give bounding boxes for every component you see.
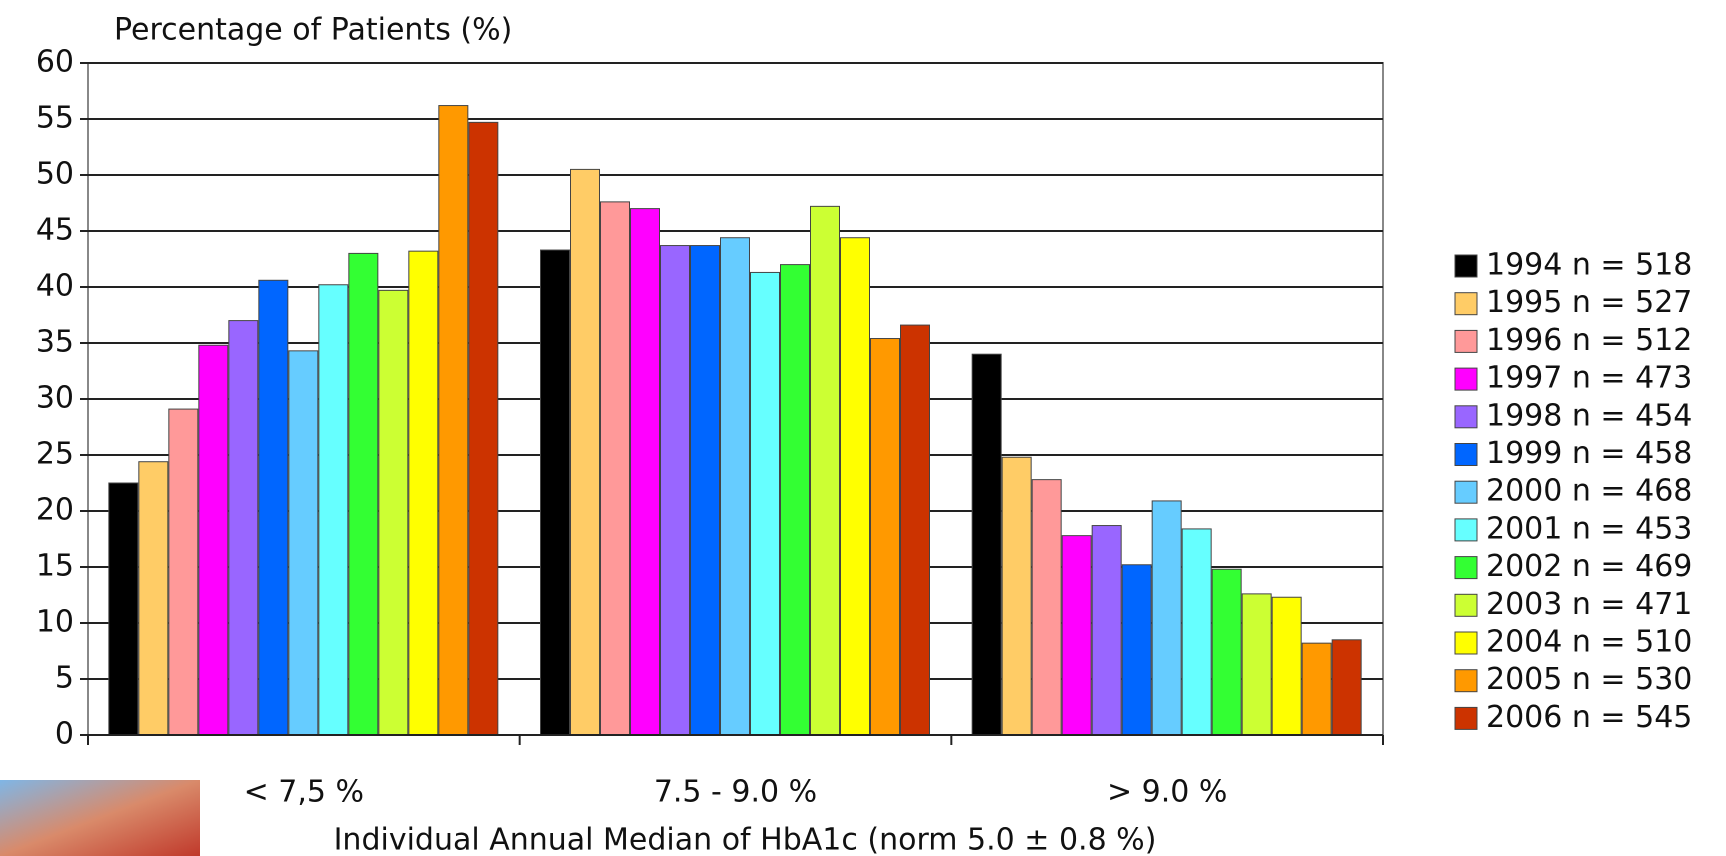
legend-swatch: [1455, 594, 1477, 616]
legend-label: 2001 n = 453: [1486, 511, 1692, 546]
bar: [349, 253, 378, 735]
y-tick-label: 20: [36, 493, 74, 528]
legend-label: 2000 n = 468: [1486, 474, 1692, 509]
bar: [811, 206, 840, 735]
y-tick-label: 35: [36, 325, 74, 360]
y-tick-label: 5: [55, 661, 74, 696]
logo-image: [0, 780, 200, 856]
bar: [1062, 536, 1091, 735]
legend-swatch: [1455, 557, 1477, 579]
legend-swatch: [1455, 481, 1477, 503]
legend-swatch: [1455, 406, 1477, 428]
legend-label: 2006 n = 545: [1486, 700, 1692, 735]
x-tick-label: > 9.0 %: [1107, 775, 1227, 810]
y-tick-label: 45: [36, 213, 74, 248]
bar: [871, 339, 900, 735]
legend-label: 1999 n = 458: [1486, 436, 1692, 471]
bar: [1092, 526, 1121, 735]
bar: [841, 238, 870, 735]
legend-label: 1996 n = 512: [1486, 323, 1692, 358]
bar: [601, 202, 630, 735]
bar: [169, 409, 198, 735]
y-axis-title: Percentage of Patients (%): [114, 13, 512, 48]
legend-label: 1997 n = 473: [1486, 361, 1692, 396]
bar: [469, 122, 498, 735]
bar: [199, 345, 228, 735]
bar: [259, 280, 288, 735]
bar: [319, 285, 348, 735]
bar: [229, 321, 258, 735]
bar: [631, 209, 660, 735]
y-tick-label: 0: [55, 717, 74, 752]
y-tick-label: 10: [36, 605, 74, 640]
bar: [1122, 565, 1151, 735]
legend-label: 1994 n = 518: [1486, 248, 1692, 283]
bar: [661, 246, 690, 735]
bar: [691, 246, 720, 735]
y-tick-label: 55: [36, 101, 74, 136]
bar: [751, 272, 780, 735]
legend-swatch: [1455, 293, 1477, 315]
x-axis-title: Individual Annual Median of HbA1c (norm …: [334, 823, 1157, 856]
bar: [289, 351, 318, 735]
y-tick-label: 40: [36, 269, 74, 304]
bar: [1272, 597, 1301, 735]
y-tick-label: 15: [36, 549, 74, 584]
bar: [1002, 457, 1031, 735]
bar: [1332, 640, 1361, 735]
bar: [972, 354, 1001, 735]
bar: [901, 325, 930, 735]
legend-label: 2004 n = 510: [1486, 625, 1692, 660]
bar: [571, 169, 600, 735]
bar: [1182, 529, 1211, 735]
bar: [1242, 594, 1271, 735]
x-tick-label: 7.5 - 9.0 %: [654, 775, 817, 810]
bar: [139, 462, 168, 735]
bar: [409, 251, 438, 735]
legend-swatch: [1455, 444, 1477, 466]
chart: Percentage of Patients (%) Individual An…: [0, 0, 1726, 856]
bar: [379, 290, 408, 735]
y-tick-label: 50: [36, 157, 74, 192]
bar: [541, 250, 570, 735]
bar: [781, 265, 810, 735]
legend-label: 2003 n = 471: [1486, 587, 1692, 622]
bar: [1152, 501, 1181, 735]
bar: [721, 238, 750, 735]
legend-label: 2002 n = 469: [1486, 549, 1692, 584]
legend-swatch: [1455, 519, 1477, 541]
y-tick-label: 60: [36, 45, 74, 80]
legend-swatch: [1455, 632, 1477, 654]
bar: [1032, 480, 1061, 735]
legend-label: 1998 n = 454: [1486, 398, 1692, 433]
x-tick-label: < 7,5 %: [244, 775, 364, 810]
legend-swatch: [1455, 707, 1477, 729]
bar: [1302, 643, 1331, 735]
legend-swatch: [1455, 330, 1477, 352]
bar: [439, 106, 468, 735]
legend-label: 2005 n = 530: [1486, 662, 1692, 697]
y-tick-label: 25: [36, 437, 74, 472]
legend-label: 1995 n = 527: [1486, 285, 1692, 320]
bar: [1212, 569, 1241, 735]
y-tick-label: 30: [36, 381, 74, 416]
bar: [109, 483, 138, 735]
legend-swatch: [1455, 255, 1477, 277]
legend-swatch: [1455, 368, 1477, 390]
legend-swatch: [1455, 670, 1477, 692]
